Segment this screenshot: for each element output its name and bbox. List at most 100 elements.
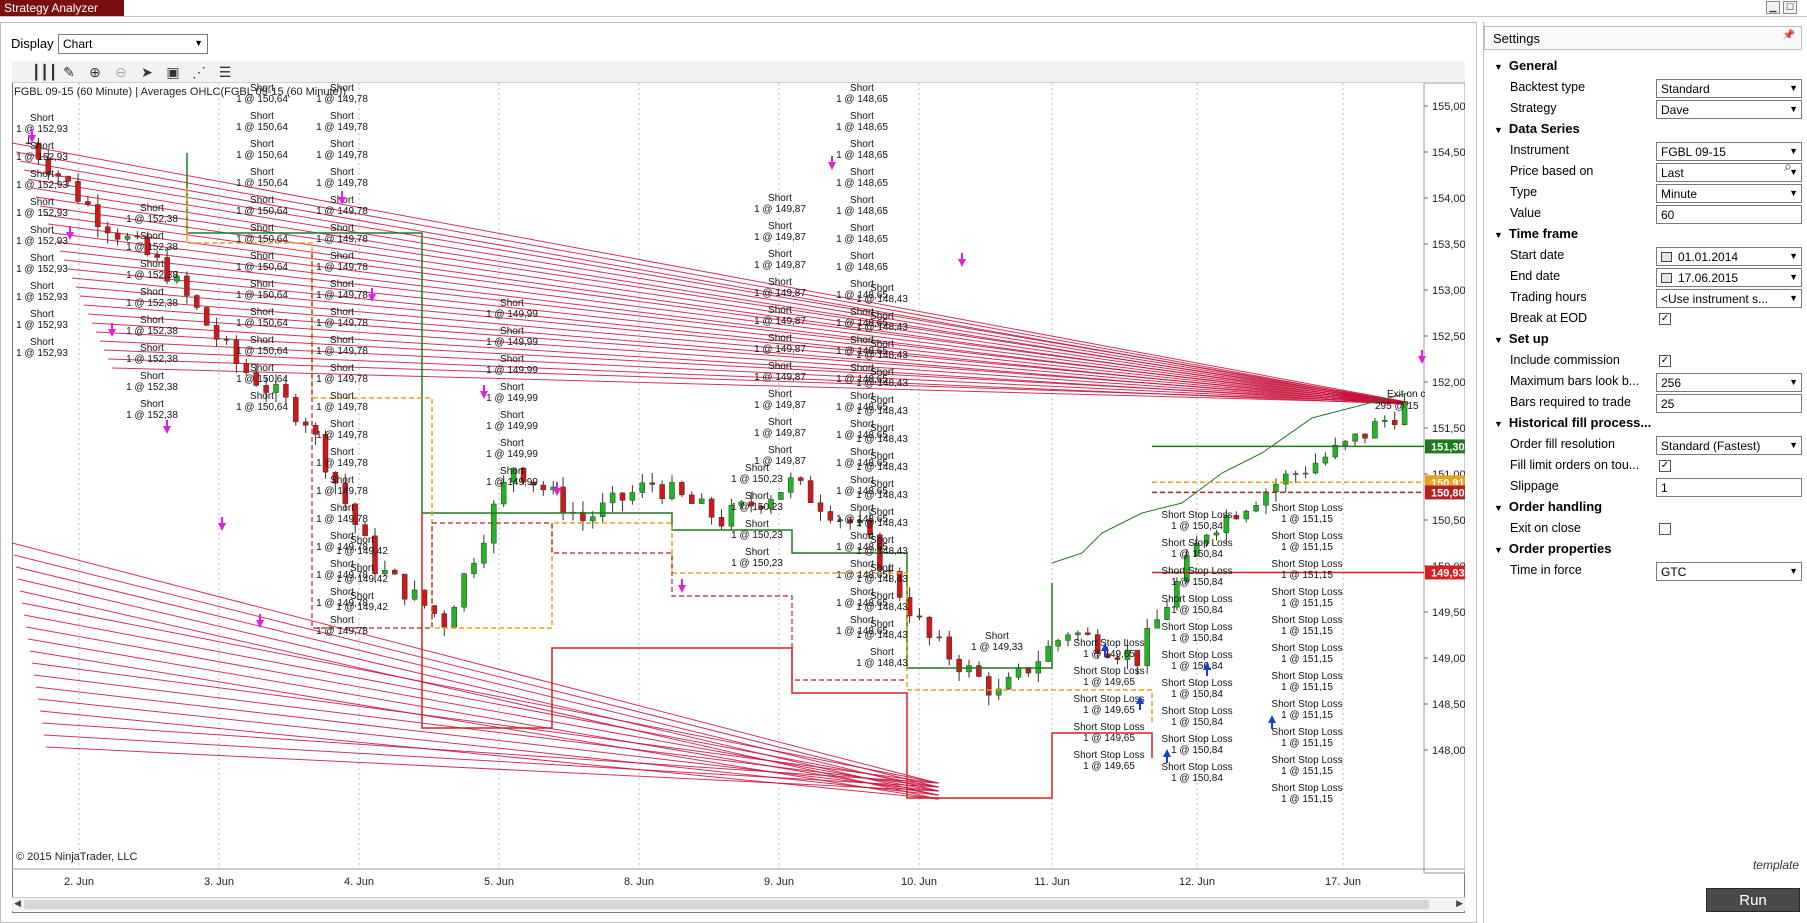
properties-icon[interactable]: ☰: [218, 64, 232, 80]
trade-line: [95, 331, 1409, 403]
pin-icon[interactable]: 📌: [1782, 30, 1795, 41]
scroll-thumb[interactable]: [24, 900, 1429, 909]
section-header[interactable]: ▼ Set up: [1494, 331, 1549, 346]
section-header[interactable]: ▼ Historical fill process...: [1494, 415, 1651, 430]
pencil-icon[interactable]: ✎: [63, 64, 75, 80]
section-header[interactable]: ▼ Time frame: [1494, 226, 1578, 241]
collapse-triangle-icon[interactable]: ▼: [1494, 335, 1503, 345]
candle-body: [223, 339, 230, 341]
candle-body: [1134, 649, 1141, 666]
candle-body: [1065, 634, 1071, 641]
short-stop-loss-qty: 1 @ 151,15: [1281, 654, 1333, 665]
run-button[interactable]: Run: [1706, 888, 1800, 912]
zoom-in-icon[interactable]: ⊕: [89, 64, 101, 80]
short-stop-loss-qty: 1 @ 150,84: [1171, 661, 1223, 672]
horizontal-scrollbar[interactable]: ◀ ▶: [12, 897, 1465, 911]
exit-label: Exit on c: [1387, 389, 1425, 400]
property-select[interactable]: Minute ▼: [1656, 184, 1802, 203]
short-stop-loss-qty: 1 @ 151,15: [1281, 514, 1333, 525]
short-qty-label: 1 @ 152,93: [16, 264, 68, 275]
short-label: Short: [350, 591, 374, 602]
short-qty-label: 1 @ 150,64: [236, 122, 288, 133]
property-select[interactable]: <Use instrument s... ▼: [1656, 289, 1802, 308]
property-input[interactable]: 60: [1656, 205, 1802, 224]
property-checkbox[interactable]: [1659, 523, 1671, 535]
short-stop-loss-qty: 1 @ 150,84: [1171, 689, 1223, 700]
property-checkbox[interactable]: ✓: [1659, 313, 1671, 325]
section-title: Time frame: [1508, 226, 1579, 241]
property-select[interactable]: GTC ▼: [1656, 562, 1802, 581]
candle-body: [1203, 534, 1210, 544]
property-label: Value: [1510, 206, 1542, 220]
candle-body: [253, 372, 259, 386]
short-stop-loss-label: Short Stop Loss: [1161, 594, 1232, 605]
strategy-icon[interactable]: ⋰: [192, 64, 206, 80]
short-stop-loss-label: Short Stop Loss: [1271, 699, 1342, 710]
short-qty-label: 1 @ 149,78: [316, 430, 368, 441]
short-qty-label: 1 @ 152,93: [16, 320, 68, 331]
candle-body: [1312, 462, 1319, 474]
price-tick-label: 151,50: [1432, 423, 1465, 435]
title-bar: Strategy Analyzer ▁ ☐: [0, 0, 1807, 17]
property-select[interactable]: Dave ▼: [1656, 100, 1802, 119]
buy-arrow-icon: [1101, 643, 1109, 657]
price-chart[interactable]: 155,00 154,50 154,00 153,50 153,00 152,50 152,…: [12, 83, 1465, 897]
section-header[interactable]: ▼ General: [1494, 58, 1557, 73]
short-label: Short: [30, 309, 54, 320]
collapse-triangle-icon[interactable]: ▼: [1494, 419, 1503, 429]
candle-body: [590, 516, 596, 522]
collapse-triangle-icon[interactable]: ▼: [1494, 125, 1503, 135]
short-stop-loss-label: Short Stop Loss: [1073, 638, 1144, 649]
short-qty-label: 1 @ 149,42: [336, 546, 388, 557]
short-qty-label: 1 @ 150,64: [236, 178, 288, 189]
minimize-icon[interactable]: ▁: [1766, 1, 1780, 14]
property-select[interactable]: Standard (Fastest) ▼: [1656, 436, 1802, 455]
collapse-triangle-icon[interactable]: ▼: [1494, 545, 1503, 555]
property-checkbox[interactable]: ✓: [1659, 355, 1671, 367]
property-select[interactable]: 256 ▼: [1656, 373, 1802, 392]
scroll-left-icon[interactable]: ◀: [14, 898, 21, 908]
pointer-icon[interactable]: ➤: [141, 64, 153, 80]
property-input[interactable]: 1: [1656, 478, 1802, 497]
property-select[interactable]: FGBL 09-15 ▼: [1656, 142, 1802, 161]
candle-body: [411, 589, 418, 600]
candle-body: [1401, 402, 1408, 425]
property-checkbox[interactable]: ✓: [1659, 460, 1671, 472]
maximize-icon[interactable]: ☐: [1783, 1, 1797, 14]
short-label: Short: [850, 615, 874, 626]
short-label: Short: [500, 466, 524, 477]
collapse-triangle-icon[interactable]: ▼: [1494, 230, 1503, 240]
short-label: Short: [140, 343, 164, 354]
property-select[interactable]: Last ▼: [1656, 163, 1802, 182]
section-header[interactable]: ▼ Order properties: [1494, 541, 1612, 556]
short-label: Short: [768, 389, 792, 400]
short-qty-label: 1 @ 148,65: [836, 402, 888, 413]
scroll-right-icon[interactable]: ▶: [1456, 898, 1463, 908]
bars-icon[interactable]: ┃┃┃: [32, 64, 58, 80]
trade-line: [29, 650, 938, 800]
trade-line: [31, 662, 939, 784]
candle-body: [1391, 419, 1398, 425]
property-input[interactable]: 25: [1656, 394, 1802, 413]
collapse-triangle-icon[interactable]: ▼: [1494, 503, 1503, 513]
short-qty-label: 1 @ 149,78: [316, 486, 368, 497]
date-picker[interactable]: 01.01.2014 ▼: [1656, 247, 1802, 266]
short-label: Short: [850, 335, 874, 346]
date-picker[interactable]: 17.06.2015 ▼: [1656, 268, 1802, 287]
collapse-triangle-icon[interactable]: ▼: [1494, 62, 1503, 72]
instrument-search-icon[interactable]: ⌕: [1784, 158, 1792, 174]
calendar-icon[interactable]: [1661, 252, 1672, 262]
data-box-icon[interactable]: ▣: [166, 64, 180, 80]
short-label: Short: [330, 111, 354, 122]
candle-body: [1193, 543, 1200, 556]
section-header[interactable]: ▼ Order handling: [1494, 499, 1602, 514]
zoom-out-icon[interactable]: ⊖: [115, 64, 127, 80]
calendar-icon[interactable]: [1661, 273, 1672, 283]
display-select[interactable]: Chart ▼: [58, 34, 208, 54]
short-stop-loss-label: Short Stop Loss: [1161, 510, 1232, 521]
property-label: Trading hours: [1510, 290, 1587, 304]
section-header[interactable]: ▼ Data Series: [1494, 121, 1580, 136]
template-link[interactable]: template: [1752, 858, 1799, 872]
property-select[interactable]: Standard ▼: [1656, 79, 1802, 98]
trade-line: [19, 590, 939, 800]
